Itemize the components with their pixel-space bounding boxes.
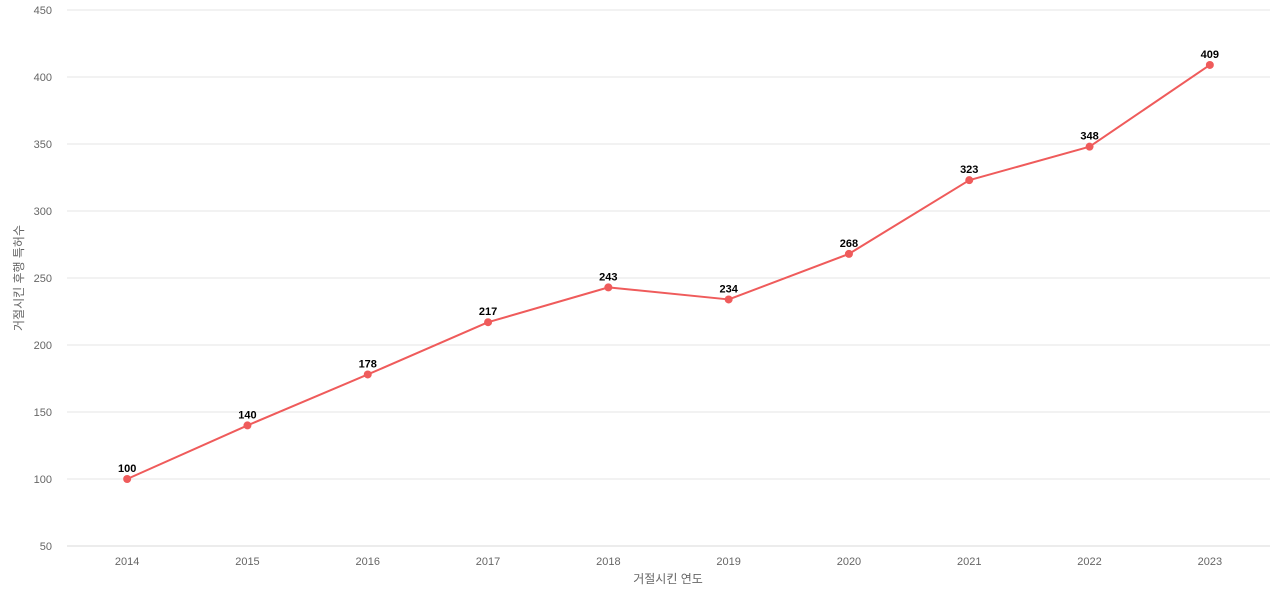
- data-label: 243: [599, 271, 617, 283]
- y-tick-label: 300: [34, 206, 52, 218]
- x-tick-label: 2023: [1198, 556, 1222, 568]
- data-labels: 100 140 178 217 243 234 268 323 348 409: [118, 49, 1219, 475]
- data-label: 323: [960, 164, 978, 176]
- grid-layer: [67, 9, 1270, 547]
- y-tick-label: 250: [34, 273, 52, 285]
- x-tick-label: 2014: [115, 556, 139, 568]
- data-point: [123, 475, 132, 483]
- data-label: 348: [1080, 131, 1098, 143]
- data-label: 140: [238, 409, 256, 421]
- y-axis-title: 거절시킨 후행 특허수: [11, 225, 26, 331]
- data-point: [243, 421, 252, 430]
- data-point: [724, 295, 733, 304]
- data-point: [363, 370, 372, 379]
- x-tick-label: 2018: [596, 556, 620, 568]
- series-line: [126, 63, 1211, 480]
- x-tick-label: 2016: [356, 556, 380, 568]
- y-tick-label: 450: [34, 5, 52, 17]
- y-tick-label: 100: [34, 474, 52, 486]
- y-tick-label: 350: [34, 139, 52, 151]
- data-points: [123, 60, 1214, 483]
- data-label: 100: [118, 463, 136, 475]
- data-label: 217: [479, 306, 497, 318]
- x-tick-label: 2015: [235, 556, 259, 568]
- data-label: 234: [719, 283, 738, 295]
- data-point: [1205, 60, 1214, 69]
- x-tick-label: 2019: [716, 556, 740, 568]
- x-tick-label: 2017: [476, 556, 500, 568]
- y-axis-ticks: 50 100 150 200 250 300 350 400 450: [34, 5, 52, 553]
- x-axis-ticks: 2014 2015 2016 2017 2018 2019 2020 2021 2022 2023: [115, 556, 1222, 568]
- x-tick-label: 2020: [837, 556, 861, 568]
- data-label: 178: [359, 358, 377, 370]
- data-point: [604, 283, 613, 292]
- x-tick-label: 2022: [1077, 556, 1101, 568]
- x-axis-title: 거절시킨 연도: [633, 572, 703, 586]
- data-label: 268: [840, 238, 858, 250]
- y-tick-label: 150: [34, 407, 52, 419]
- y-tick-label: 400: [34, 72, 52, 84]
- x-tick-label: 2021: [957, 556, 981, 568]
- data-point: [844, 249, 853, 258]
- data-point: [965, 176, 974, 185]
- data-point: [484, 318, 493, 327]
- y-tick-label: 200: [34, 340, 52, 352]
- y-tick-label: 50: [40, 541, 52, 553]
- data-label: 409: [1201, 49, 1219, 61]
- data-point: [1085, 142, 1094, 151]
